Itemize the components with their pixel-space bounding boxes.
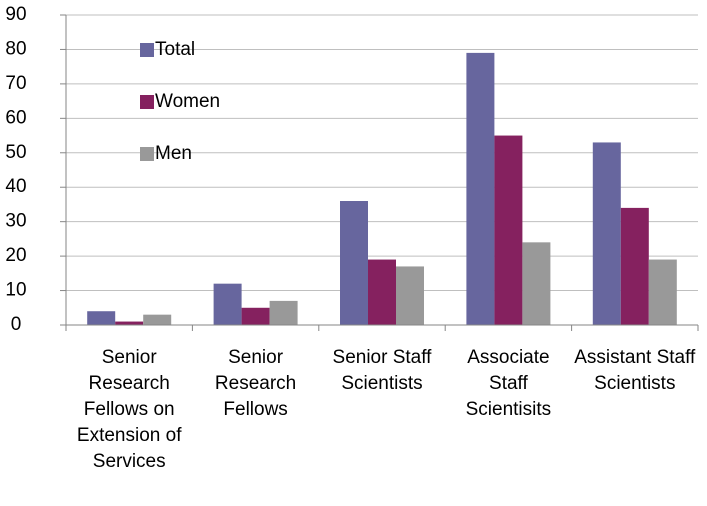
bar: [396, 266, 424, 325]
bar: [213, 283, 242, 325]
y-tick-label: 90: [5, 4, 26, 25]
y-tick-label: 80: [5, 38, 26, 59]
x-tick-label: Senior Staff Scientists: [333, 347, 433, 394]
legend-swatch: [140, 147, 154, 161]
y-tick-label: 70: [5, 73, 26, 94]
legend-swatch: [140, 43, 154, 57]
y-tick-label: 10: [5, 280, 26, 301]
bar: [340, 201, 368, 325]
y-tick-label: 30: [5, 211, 26, 232]
legend-swatch: [140, 95, 154, 109]
y-tick-label: 60: [5, 107, 26, 128]
legend-label: Men: [155, 143, 192, 164]
y-tick-label: 0: [11, 314, 22, 335]
bar: [87, 311, 116, 325]
bar: [648, 259, 677, 325]
bar: [368, 259, 396, 325]
x-tick-label: Senior Research Fellows: [215, 347, 296, 420]
x-tick-label: Associate Staff Scientisits: [466, 347, 552, 420]
bar: [241, 307, 270, 325]
bar: [494, 135, 523, 325]
legend-label: Women: [155, 91, 220, 112]
bar: [466, 52, 495, 326]
y-tick-label: 20: [5, 245, 26, 266]
bar: [143, 314, 172, 325]
y-tick-label: 40: [5, 176, 26, 197]
bar: [115, 321, 144, 325]
x-tick-label: Assistant Staff Scientists: [574, 347, 696, 394]
y-tick-label: 50: [5, 142, 26, 163]
bar: [522, 242, 551, 325]
legend-label: Total: [155, 39, 195, 60]
bar: [269, 300, 298, 325]
bar: [592, 142, 621, 325]
x-tick-label: Senior Research Fellows on Extension of Serv…: [77, 347, 182, 472]
bar: [620, 207, 649, 325]
